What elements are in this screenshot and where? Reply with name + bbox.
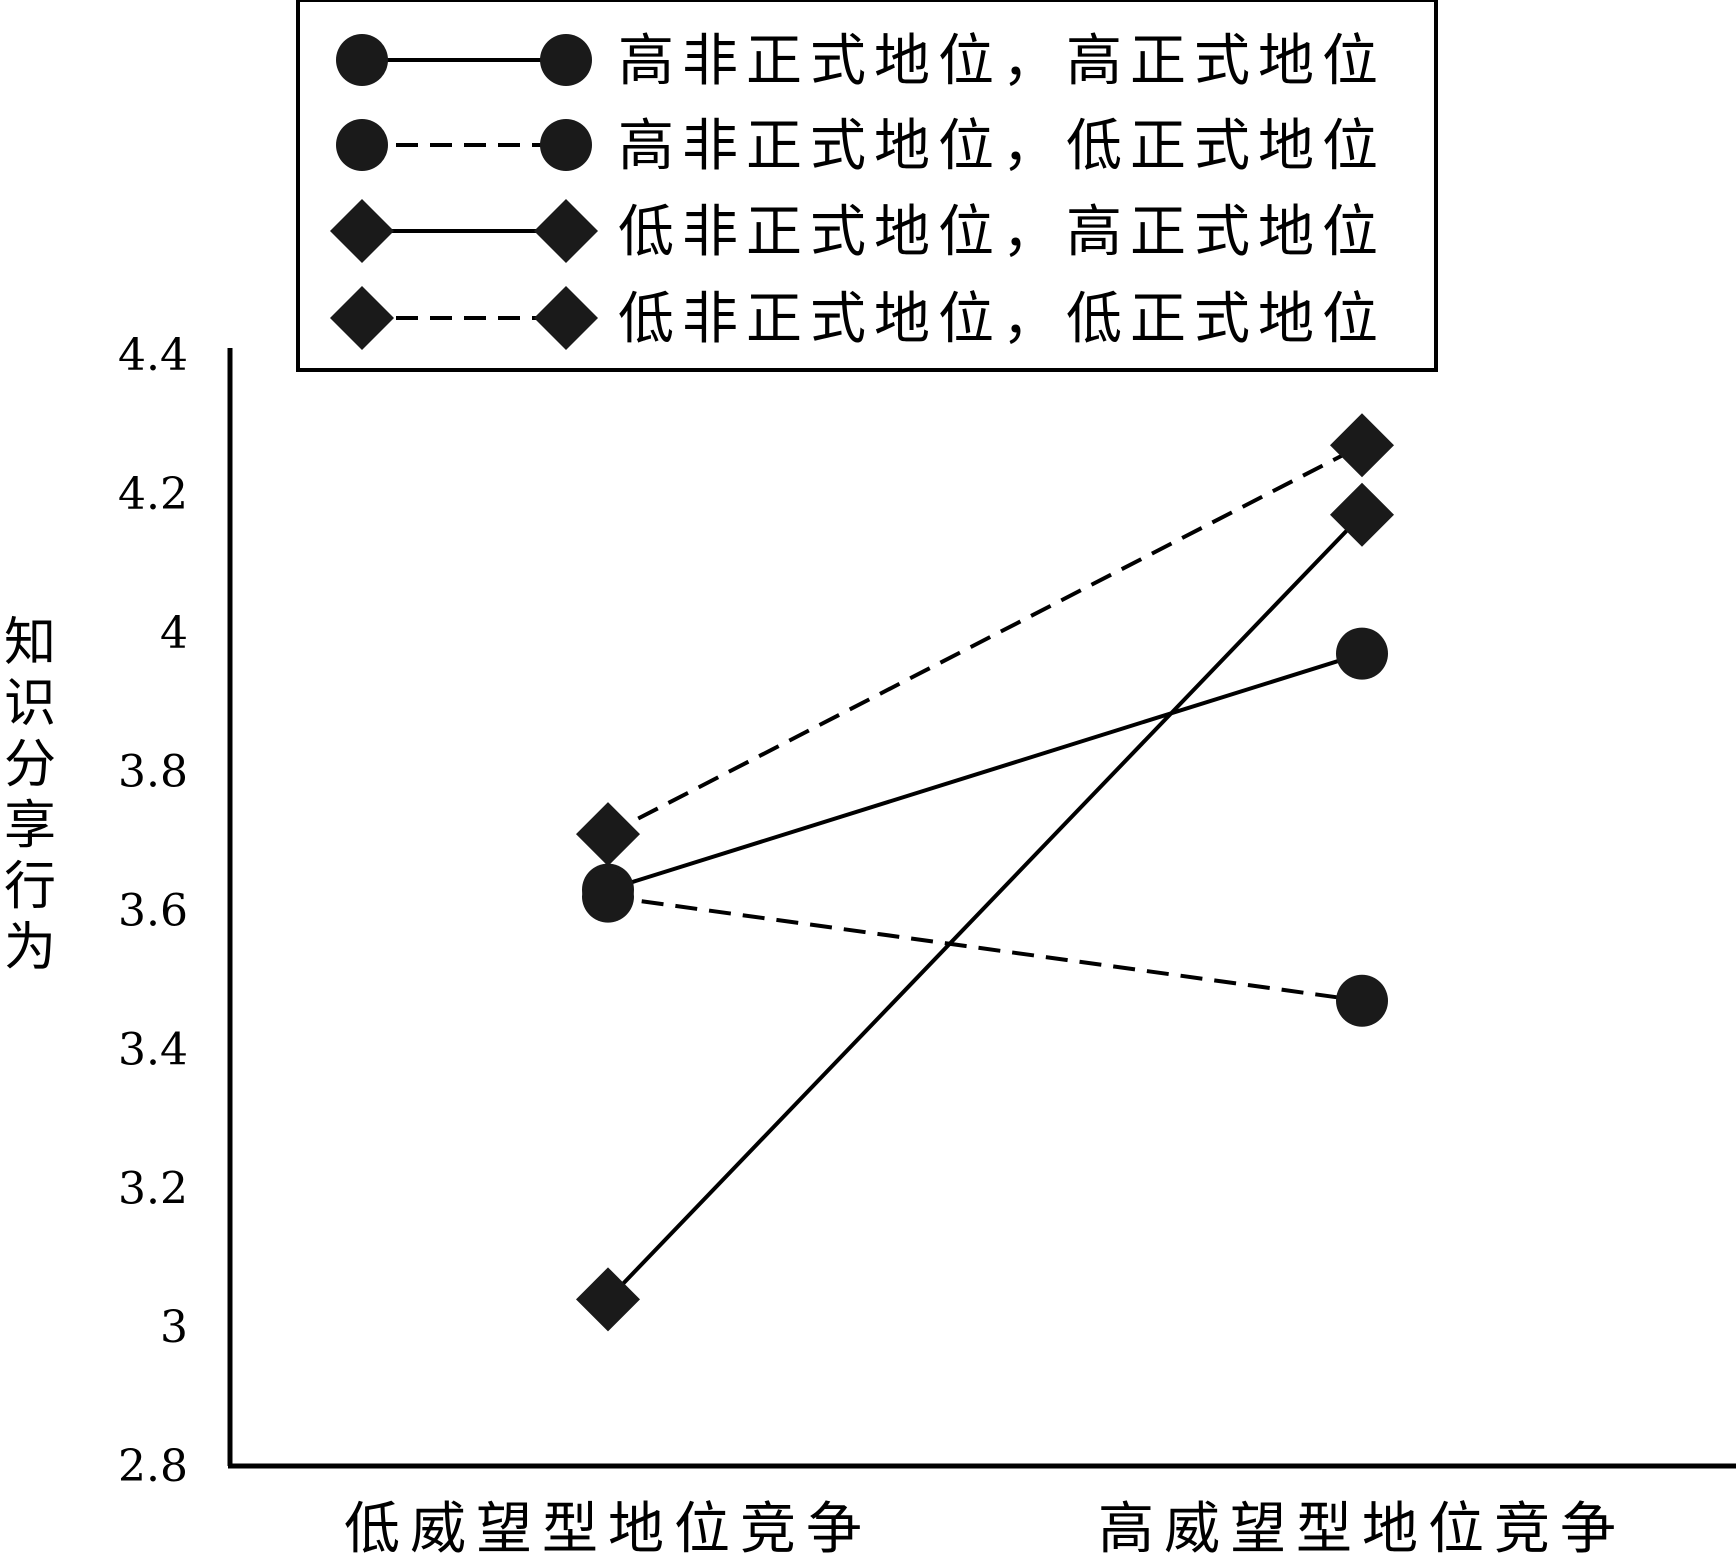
y-tick-label: 3.2 [118, 1163, 188, 1214]
x-category-label: 低威望型地位竞争 [344, 1497, 872, 1554]
y-tick-label: 4.4 [118, 330, 188, 381]
x-category-label: 高威望型地位竞争 [1098, 1497, 1626, 1554]
legend: 高非正式地位，高正式地位高非正式地位，低正式地位低非正式地位，高正式地位低非正式… [296, 0, 1438, 372]
y-tick-label: 4.2 [118, 469, 188, 520]
x-category-labels: 低威望型地位竞争 高威望型地位竞争 [344, 1497, 1626, 1554]
axes [227, 348, 1736, 1469]
data-point-circle [540, 34, 592, 86]
series-line [607, 894, 1363, 1003]
legend-label: 高非正式地位，高正式地位 [618, 29, 1386, 94]
series-2 [582, 870, 1388, 1027]
legend-item: 低非正式地位，低正式地位 [330, 286, 1386, 352]
legend-label: 低非正式地位，高正式地位 [618, 200, 1386, 265]
legend-item: 高非正式地位，高正式地位 [336, 29, 1386, 94]
data-point-diamond [534, 199, 598, 263]
legend-item: 低非正式地位，高正式地位 [330, 199, 1386, 265]
data-point-diamond [576, 1267, 640, 1332]
data-point-diamond [330, 286, 394, 350]
data-point-circle [1336, 974, 1388, 1027]
y-tick-label: 4 [160, 608, 188, 659]
legend-item: 高非正式地位，低正式地位 [336, 114, 1386, 179]
series-line [607, 651, 1363, 892]
series-1 [582, 627, 1388, 916]
legend-label: 低非正式地位，低正式地位 [618, 287, 1386, 352]
data-point-diamond [576, 802, 640, 867]
y-tick-label: 3 [160, 1302, 188, 1353]
series-4 [576, 413, 1394, 867]
data-point-circle [582, 870, 634, 923]
data-point-circle [1336, 627, 1388, 680]
data-point-circle [336, 34, 388, 86]
y-tick-label: 3.6 [118, 886, 188, 937]
data-point-diamond [534, 286, 598, 350]
data-point-circle [540, 119, 592, 171]
series-line [607, 443, 1363, 836]
data-point-circle [336, 119, 388, 171]
y-tick-label: 2.8 [118, 1441, 188, 1492]
y-tick-label: 3.4 [118, 1024, 188, 1075]
series-3 [576, 482, 1394, 1332]
y-axis-label: 知识分享行为 [4, 613, 56, 978]
series-line [606, 513, 1364, 1301]
data-point-diamond [1330, 482, 1394, 547]
legend-label: 高非正式地位，低正式地位 [618, 114, 1386, 179]
y-tick-labels: 2.8 3 3.2 3.4 3.6 3.8 4 4.2 4.4 [118, 330, 188, 1492]
series-layer [576, 413, 1394, 1332]
data-point-diamond [330, 199, 394, 263]
data-point-diamond [1330, 413, 1394, 478]
y-tick-label: 3.8 [118, 747, 188, 798]
y-axis-label-text: 知识分享行为 [4, 613, 56, 978]
